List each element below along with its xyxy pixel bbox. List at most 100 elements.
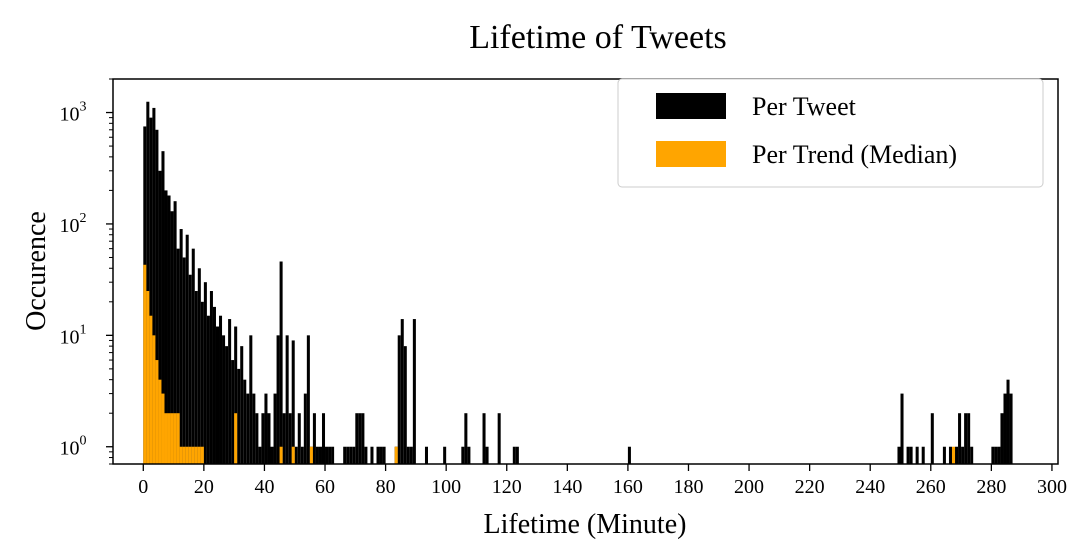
bar-per-tweet [203, 282, 207, 464]
bar-per-tweet [994, 446, 998, 464]
bar-per-tweet [182, 257, 186, 464]
bar-per-tweet [970, 446, 974, 464]
x-axis-label: Lifetime (Minute) [484, 509, 687, 540]
x-tick-label: 140 [552, 476, 582, 498]
bar-per-trend [149, 315, 153, 464]
bar-per-tweet [515, 446, 519, 464]
x-tick-label: 100 [431, 476, 461, 498]
bar-per-tweet [246, 393, 250, 464]
bar-per-tweet [306, 335, 310, 464]
bar-per-trend [291, 446, 295, 464]
bar-per-trend [200, 446, 204, 464]
bar-per-trend [234, 413, 238, 464]
bar-per-trend [394, 446, 398, 464]
bar-per-tweet [215, 326, 220, 464]
bar-per-tweet [955, 446, 959, 464]
bar-per-tweet [1009, 393, 1013, 464]
x-tick-label: 200 [734, 476, 764, 498]
bar-per-tweet [276, 335, 280, 464]
bar-per-tweet [285, 335, 289, 464]
bar-per-tweet [897, 446, 901, 464]
x-axis: 0 20 40 60 80 100 120 140 160 180 200 220 240 260 280 3… [138, 464, 1067, 498]
bar-per-tweet [312, 413, 316, 464]
bar-per-tweet [146, 101, 150, 465]
bar-per-tweet [225, 346, 229, 464]
bar-per-tweet [294, 446, 298, 464]
bar-per-tweet [403, 346, 407, 464]
bar-per-tweet [942, 446, 946, 464]
bar-per-tweet [237, 368, 241, 464]
x-tick-label: 220 [795, 476, 825, 498]
bar-per-tweet [164, 190, 168, 464]
y-axis: 100 101 102 103 [60, 78, 113, 465]
bar-per-trend [161, 393, 165, 464]
bar-per-tweet [167, 195, 171, 464]
bar-per-tweet [379, 446, 383, 464]
plot-frame [112, 78, 1059, 465]
bar-per-tweet [997, 446, 1001, 464]
bar-per-tweet [255, 413, 259, 464]
bar-per-tweet [443, 446, 447, 464]
bar-per-tweet [915, 446, 919, 464]
bar-per-trend [951, 446, 956, 464]
bar-per-tweet [352, 446, 356, 464]
bar-per-tweet [228, 319, 232, 464]
x-tick-label: 0 [138, 476, 148, 498]
bar-per-tweet [406, 446, 410, 464]
bar-per-tweet [325, 446, 329, 464]
bars-layer [143, 101, 1013, 465]
y-tick-label: 102 [60, 211, 87, 237]
legend-swatch-per-tweet [656, 93, 726, 119]
bar-per-trend [179, 446, 183, 464]
bar-per-tweet [161, 151, 165, 465]
bar-per-tweet [331, 446, 335, 464]
bar-per-tweet [270, 446, 274, 464]
x-tick-label: 120 [492, 476, 522, 498]
x-tick-label: 80 [376, 476, 396, 498]
bar-per-trend [191, 446, 195, 464]
bar-per-tweet [300, 446, 304, 464]
legend-label-per-tweet: Per Tweet [752, 92, 857, 121]
bar-per-tweet [176, 248, 180, 464]
bar-per-tweet [930, 413, 934, 464]
y-tick-label: 100 [60, 434, 87, 460]
bar-per-tweet [412, 319, 416, 464]
bar-per-tweet [358, 413, 362, 464]
bar-per-trend [194, 446, 198, 464]
x-tick-label: 240 [855, 476, 885, 498]
bar-per-tweet [464, 413, 468, 464]
x-tick-label: 260 [916, 476, 946, 498]
x-tick-label: 280 [976, 476, 1006, 498]
bar-per-tweet [264, 393, 268, 464]
bar-per-tweet [909, 446, 913, 464]
bar-per-tweet [185, 234, 189, 464]
bar-per-tweet [188, 274, 192, 464]
bar-per-trend [152, 335, 156, 464]
bar-per-tweet [315, 446, 319, 464]
bar-per-tweet [1000, 413, 1004, 464]
bar-per-tweet [921, 446, 925, 464]
bar-per-tweet [906, 446, 910, 464]
bar-per-tweet [485, 446, 489, 464]
bar-per-tweet [400, 319, 404, 464]
bar-per-tweet [273, 393, 277, 464]
bar-per-tweet [482, 413, 486, 464]
bar-per-tweet [409, 446, 413, 464]
bar-per-trend [146, 291, 150, 464]
bar-per-tweet [343, 446, 347, 464]
bar-per-tweet [149, 117, 153, 464]
bar-per-tweet [282, 413, 286, 464]
bar-per-trend [188, 446, 192, 464]
bar-per-tweet [252, 393, 256, 464]
bar-per-trend [170, 413, 174, 464]
x-tick-label: 180 [673, 476, 703, 498]
x-tick-label: 40 [254, 476, 274, 498]
bar-per-tweet [179, 229, 183, 464]
x-tick-label: 60 [315, 476, 335, 498]
bar-per-tweet [900, 393, 904, 464]
bar-per-tweet [346, 446, 350, 464]
bar-per-tweet [397, 335, 401, 464]
bar-per-trend [182, 446, 186, 464]
bar-per-tweet [948, 446, 952, 464]
